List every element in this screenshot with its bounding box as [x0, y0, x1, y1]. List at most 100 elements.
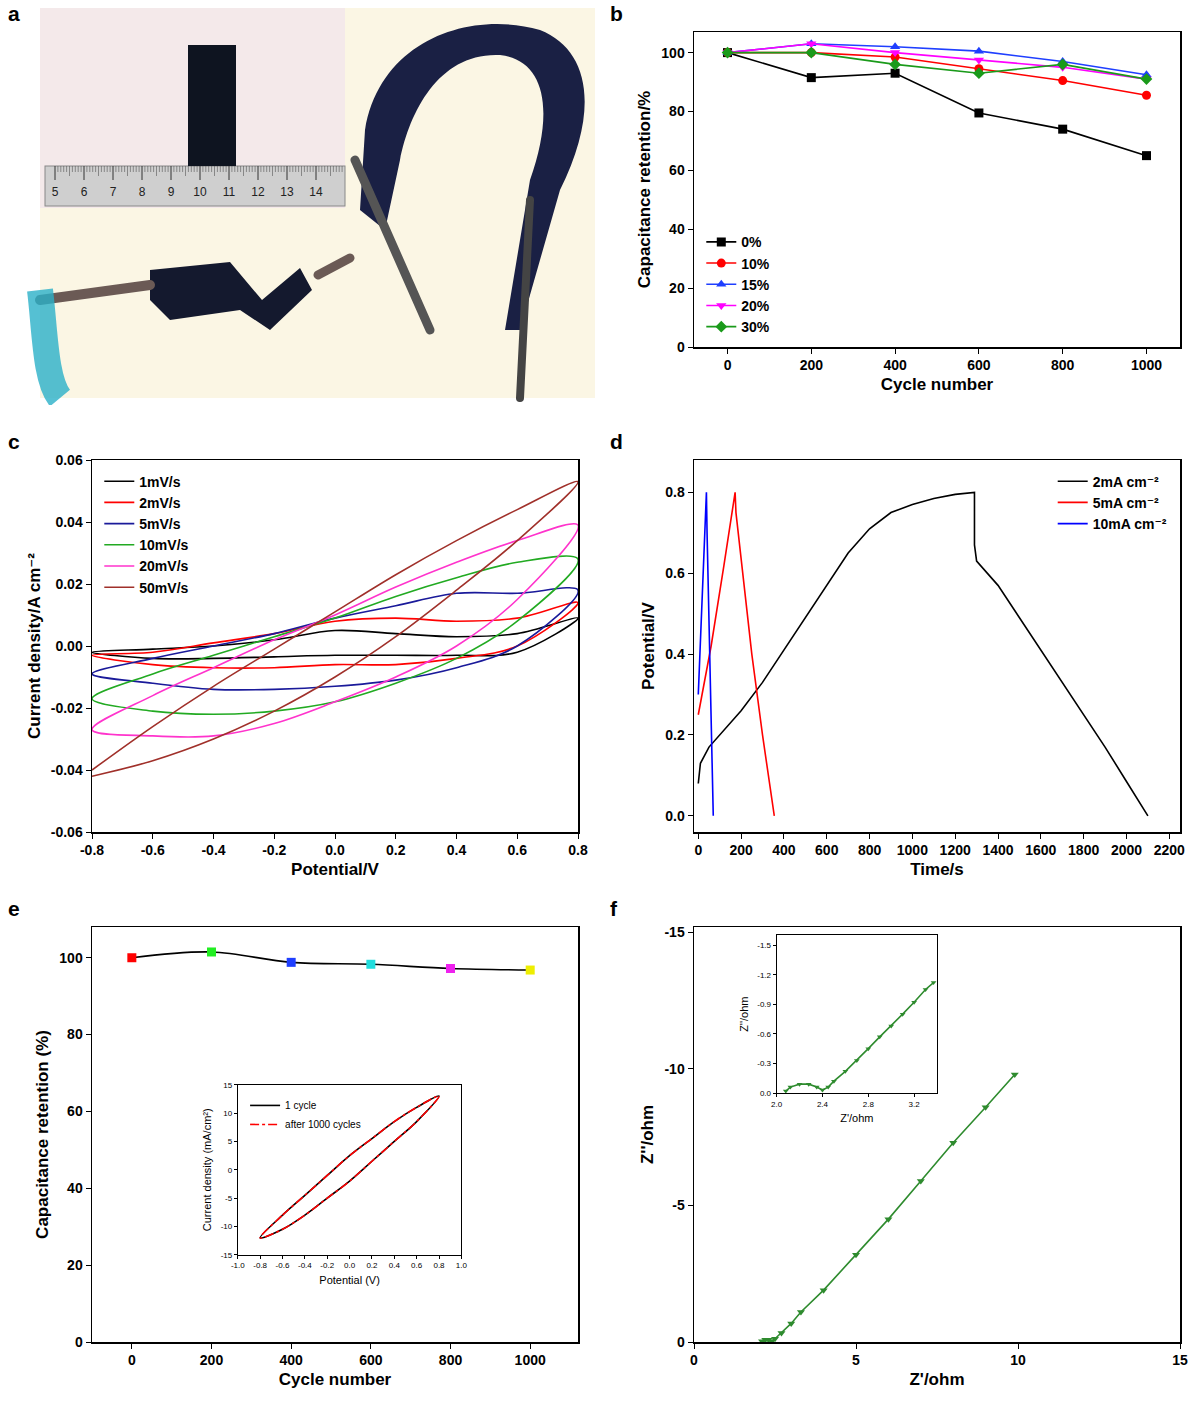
svg-text:-10: -10 [664, 1061, 684, 1077]
svg-text:10: 10 [223, 1109, 232, 1118]
svg-text:Current density (mA/cm²): Current density (mA/cm²) [201, 1108, 213, 1231]
svg-text:-0.2: -0.2 [320, 1261, 334, 1270]
svg-text:Z'/ohm: Z'/ohm [909, 1370, 964, 1389]
svg-text:400: 400 [883, 357, 907, 373]
svg-text:Cycle number: Cycle number [279, 1370, 392, 1389]
svg-text:50mV/s: 50mV/s [139, 580, 188, 596]
svg-text:200: 200 [800, 357, 824, 373]
svg-text:2.4: 2.4 [817, 1100, 829, 1109]
svg-text:10mV/s: 10mV/s [139, 537, 188, 553]
svg-text:0: 0 [694, 842, 702, 858]
svg-text:13: 13 [280, 185, 294, 199]
svg-text:800: 800 [1051, 357, 1075, 373]
svg-text:0: 0 [75, 1334, 83, 1350]
svg-text:0.02: 0.02 [55, 576, 82, 592]
svg-text:600: 600 [815, 842, 839, 858]
svg-text:7: 7 [110, 185, 117, 199]
svg-text:15: 15 [223, 1081, 232, 1090]
svg-text:10: 10 [1010, 1352, 1026, 1368]
svg-text:800: 800 [858, 842, 882, 858]
svg-text:0: 0 [724, 357, 732, 373]
svg-text:after 1000 cycles: after 1000 cycles [285, 1119, 361, 1130]
svg-text:0.0: 0.0 [665, 808, 685, 824]
svg-text:400: 400 [772, 842, 796, 858]
svg-text:-0.6: -0.6 [276, 1261, 290, 1270]
svg-text:0.8: 0.8 [433, 1261, 445, 1270]
svg-text:0.04: 0.04 [55, 514, 82, 530]
svg-text:Potential/V: Potential/V [291, 860, 380, 879]
svg-text:0.8: 0.8 [665, 484, 685, 500]
svg-text:9: 9 [168, 185, 175, 199]
svg-text:-0.4: -0.4 [298, 1261, 312, 1270]
svg-text:1 cycle: 1 cycle [285, 1100, 317, 1111]
svg-text:1000: 1000 [1131, 357, 1162, 373]
svg-text:0.4: 0.4 [665, 646, 685, 662]
svg-text:0%: 0% [741, 234, 762, 250]
svg-text:0.4: 0.4 [389, 1261, 401, 1270]
svg-text:0.0: 0.0 [344, 1261, 356, 1270]
svg-text:Current density/A cm⁻²: Current density/A cm⁻² [25, 553, 44, 739]
svg-text:-1.2: -1.2 [757, 971, 771, 980]
svg-text:0.00: 0.00 [55, 638, 82, 654]
svg-text:1800: 1800 [1068, 842, 1099, 858]
svg-text:0: 0 [677, 1334, 685, 1350]
svg-text:3.2: 3.2 [909, 1100, 921, 1109]
svg-text:0.6: 0.6 [411, 1261, 423, 1270]
svg-text:40: 40 [669, 221, 685, 237]
svg-text:0.2: 0.2 [386, 842, 406, 858]
svg-text:0.6: 0.6 [508, 842, 528, 858]
svg-text:5mA cm⁻²: 5mA cm⁻² [1093, 495, 1159, 511]
svg-text:1600: 1600 [1025, 842, 1056, 858]
svg-text:0: 0 [128, 1352, 136, 1368]
svg-text:-1.0: -1.0 [231, 1261, 245, 1270]
svg-text:0.8: 0.8 [568, 842, 588, 858]
svg-text:Z'/ohm: Z'/ohm [840, 1112, 873, 1124]
svg-text:200: 200 [729, 842, 753, 858]
svg-text:0: 0 [228, 1166, 233, 1175]
svg-text:2.0: 2.0 [771, 1100, 783, 1109]
svg-text:2.8: 2.8 [863, 1100, 875, 1109]
svg-text:-15: -15 [664, 924, 684, 940]
svg-text:-1.5: -1.5 [757, 941, 771, 950]
svg-text:Potential (V): Potential (V) [319, 1274, 380, 1286]
svg-text:Potential/V: Potential/V [639, 601, 658, 690]
svg-text:14: 14 [309, 185, 323, 199]
svg-text:Cycle number: Cycle number [881, 375, 994, 394]
svg-text:15%: 15% [741, 277, 770, 293]
svg-text:-0.06: -0.06 [51, 824, 83, 840]
svg-text:0.0: 0.0 [760, 1089, 772, 1098]
svg-text:2200: 2200 [1154, 842, 1185, 858]
svg-text:-0.6: -0.6 [141, 842, 165, 858]
svg-text:30%: 30% [741, 319, 770, 335]
svg-text:600: 600 [967, 357, 991, 373]
svg-text:5: 5 [52, 185, 59, 199]
svg-text:1400: 1400 [982, 842, 1013, 858]
svg-text:-0.02: -0.02 [51, 700, 83, 716]
svg-text:-10: -10 [221, 1222, 233, 1231]
svg-text:0: 0 [690, 1352, 698, 1368]
svg-text:10%: 10% [741, 256, 770, 272]
svg-text:0.6: 0.6 [665, 565, 685, 581]
svg-text:1mV/s: 1mV/s [139, 474, 180, 490]
svg-text:-0.2: -0.2 [262, 842, 286, 858]
svg-text:Z''/ohm: Z''/ohm [738, 996, 750, 1031]
svg-text:11: 11 [223, 185, 236, 199]
svg-text:-0.6: -0.6 [757, 1030, 771, 1039]
svg-text:5: 5 [852, 1352, 860, 1368]
svg-text:12: 12 [251, 185, 265, 199]
svg-text:80: 80 [67, 1026, 83, 1042]
svg-text:5mV/s: 5mV/s [139, 516, 180, 532]
svg-text:Capacitance retention/%: Capacitance retention/% [635, 91, 654, 288]
svg-text:60: 60 [67, 1103, 83, 1119]
svg-text:20: 20 [669, 280, 685, 296]
svg-text:10: 10 [193, 185, 207, 199]
svg-text:1000: 1000 [515, 1352, 546, 1368]
svg-text:Z''/ohm: Z''/ohm [638, 1105, 657, 1164]
svg-text:80: 80 [669, 103, 685, 119]
svg-text:8: 8 [139, 185, 146, 199]
svg-text:0.06: 0.06 [55, 452, 82, 468]
svg-text:0.0: 0.0 [325, 842, 345, 858]
svg-text:0.2: 0.2 [366, 1261, 378, 1270]
svg-text:5: 5 [228, 1137, 233, 1146]
svg-text:2mV/s: 2mV/s [139, 495, 180, 511]
